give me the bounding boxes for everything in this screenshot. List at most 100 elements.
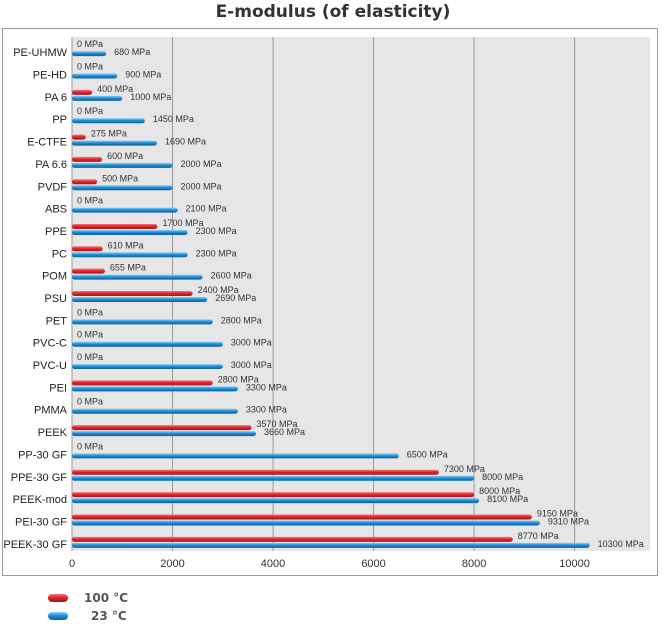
data-label-100c: 275 MPa: [91, 129, 127, 139]
x-tick-label: 0: [69, 558, 75, 570]
legend-swatch-23c: [48, 612, 68, 620]
bar-23c: [72, 364, 223, 369]
category-label: PC: [52, 248, 67, 260]
x-tick-label: 6000: [361, 558, 385, 570]
bar-100c: [72, 291, 193, 296]
category-label: E-CTFE: [27, 137, 67, 149]
data-label-100c: 0 MPa: [77, 196, 103, 206]
bar-23c: [72, 386, 238, 391]
data-label-100c: 0 MPa: [77, 106, 103, 116]
bar-23c: [72, 252, 188, 257]
data-label-100c: 0 MPa: [77, 330, 103, 340]
category-label: PE-HD: [33, 70, 67, 82]
data-label-23c: 1000 MPa: [130, 92, 171, 102]
legend-item-100c: 100 °C: [48, 590, 128, 606]
category-label: PPE: [45, 226, 67, 238]
data-label-100c: 0 MPa: [77, 352, 103, 362]
x-tick-label: 4000: [261, 558, 285, 570]
legend-label-100c: 100 °C: [84, 591, 128, 605]
bar-23c: [72, 118, 145, 123]
category-label: PEEK-mod: [13, 494, 67, 506]
category-label: PEEK-30 GF: [3, 539, 67, 551]
category-label: PA 6: [45, 92, 67, 104]
bar-23c: [72, 74, 117, 79]
data-label-100c: 600 MPa: [107, 151, 143, 161]
data-label-23c: 10300 MPa: [598, 539, 644, 549]
data-label-23c: 1690 MPa: [165, 137, 206, 147]
bar-23c: [72, 51, 106, 56]
chart-plot: 0 2000 4000 6000 8000 10000 PE-UHMW 0 MPa 680 MP…: [3, 29, 657, 575]
legend-item-23c: 23 °C: [48, 608, 127, 624]
bar-23c: [72, 275, 203, 280]
bar-100c: [72, 135, 86, 140]
data-label-23c: 2690 MPa: [215, 293, 256, 303]
category-label: PEEK: [38, 427, 68, 439]
data-label-23c: 2000 MPa: [181, 181, 222, 191]
bar-100c: [72, 492, 474, 497]
data-label-100c: 500 MPa: [102, 173, 138, 183]
data-label-100c: 7300 MPa: [444, 464, 485, 474]
data-label-23c: 2300 MPa: [196, 248, 237, 258]
category-label: PP-30 GF: [18, 449, 67, 461]
bar-100c: [72, 380, 213, 385]
bar-23c: [72, 141, 157, 146]
data-label-23c: 6500 MPa: [407, 449, 448, 459]
bar-23c: [72, 453, 399, 458]
legend-label-23c: 23 °C: [84, 609, 127, 623]
bar-23c: [72, 431, 256, 436]
bar-23c: [72, 520, 540, 525]
category-label: PEI: [49, 382, 67, 394]
bar-100c: [72, 425, 251, 430]
bar-23c: [72, 319, 213, 324]
category-label: PVC-C: [33, 338, 67, 350]
bar-100c: [72, 537, 513, 542]
bar-23c: [72, 185, 173, 190]
category-label: PVC-U: [33, 360, 67, 372]
data-label-23c: 900 MPa: [125, 70, 161, 80]
bar-100c: [72, 90, 92, 95]
data-label-23c: 8100 MPa: [487, 494, 528, 504]
bar-100c: [72, 470, 439, 475]
x-tick-label: 10000: [559, 558, 590, 570]
data-label-100c: 0 MPa: [77, 307, 103, 317]
category-label: PP: [52, 114, 67, 126]
category-label: ABS: [45, 204, 67, 216]
bar-23c: [72, 409, 238, 414]
category-label: PA 6.6: [35, 159, 67, 171]
legend-swatch-100c: [48, 594, 68, 602]
data-label-23c: 2800 MPa: [221, 315, 262, 325]
data-label-23c: 2000 MPa: [181, 159, 222, 169]
data-label-100c: 8770 MPa: [518, 531, 559, 541]
bar-100c: [72, 514, 532, 519]
data-label-23c: 1450 MPa: [153, 114, 194, 124]
bar-23c: [72, 96, 122, 101]
bar-23c: [72, 208, 178, 213]
data-label-23c: 2100 MPa: [186, 204, 227, 214]
bar-23c: [72, 230, 188, 235]
data-label-23c: 3300 MPa: [246, 405, 287, 415]
bar-100c: [72, 224, 157, 229]
x-tick-label: 8000: [462, 558, 486, 570]
data-label-23c: 8000 MPa: [482, 472, 523, 482]
bar-23c: [72, 297, 207, 302]
data-label-23c: 2600 MPa: [211, 271, 252, 281]
category-label: PEI-30 GF: [15, 516, 67, 528]
category-label: PET: [46, 315, 68, 327]
bar-100c: [72, 179, 97, 184]
data-label-23c: 9310 MPa: [548, 516, 589, 526]
bar-100c: [72, 246, 103, 251]
bar-23c: [72, 163, 173, 168]
bar-100c: [72, 157, 102, 162]
category-label: PE-UHMW: [13, 47, 67, 59]
category-label: PPE-30 GF: [11, 472, 68, 484]
bar-23c: [72, 476, 474, 481]
data-label-100c: 655 MPa: [110, 263, 146, 273]
category-label: POM: [42, 271, 67, 283]
category-label: PVDF: [38, 181, 68, 193]
data-label-100c: 0 MPa: [77, 62, 103, 72]
data-label-100c: 0 MPa: [77, 397, 103, 407]
chart-frame: 0 2000 4000 6000 8000 10000 PE-UHMW 0 MPa 680 MP…: [2, 28, 658, 576]
x-tick-label: 2000: [160, 558, 184, 570]
data-label-23c: 3660 MPa: [264, 427, 305, 437]
data-label-100c: 400 MPa: [97, 84, 133, 94]
